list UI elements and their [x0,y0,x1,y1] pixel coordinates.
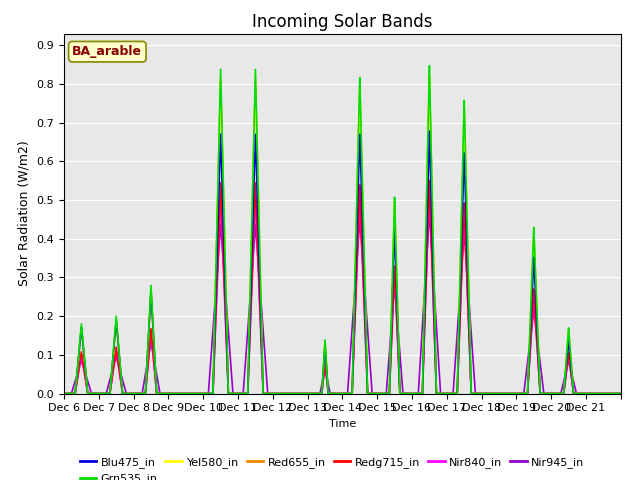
X-axis label: Time: Time [329,419,356,429]
Title: Incoming Solar Bands: Incoming Solar Bands [252,12,433,31]
Legend: Blu475_in, Grn535_in, Yel580_in, Red655_in, Redg715_in, Nir840_in, Nir945_in: Blu475_in, Grn535_in, Yel580_in, Red655_… [75,453,589,480]
Text: BA_arable: BA_arable [72,45,142,58]
Y-axis label: Solar Radiation (W/m2): Solar Radiation (W/m2) [18,141,31,287]
